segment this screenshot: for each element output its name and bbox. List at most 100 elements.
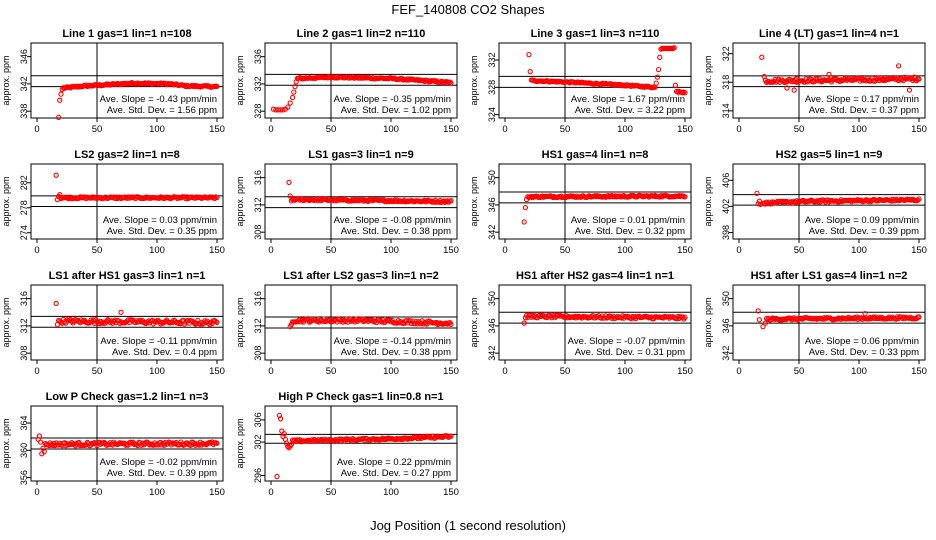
y-tick-label: 346 [487,197,497,212]
data-point [528,193,535,200]
data-point [677,313,683,319]
panel-frame [30,284,224,361]
panel-1: Line 1 gas=1 lin=1 n=108 approx. ppm 0 50 10… [1,28,225,135]
data-point [52,442,58,449]
x-tick-label: 150 [443,124,459,135]
data-point [784,85,790,91]
data-point [55,114,62,120]
data-point [867,314,873,321]
y-tick-label: 274 [19,225,29,240]
data-point [352,319,358,325]
panel-y-label: approx. ppm [235,176,245,226]
slope-annotation: Ave. Slope = -0.11 ppm/min [100,336,217,347]
data-points [274,412,454,480]
panel-title: Line 1 gas=1 lin=1 n=108 [62,28,191,40]
data-point [312,437,319,443]
panel-title: HS1 after HS2 gas=4 lin=1 n=1 [516,270,674,282]
panel-y-label: approx. ppm [469,176,479,226]
data-point [671,45,677,51]
y-tick-label: 342 [487,225,497,240]
data-point [759,54,765,60]
data-point [166,194,172,200]
data-point [125,194,131,200]
data-point [205,320,212,326]
data-point [537,312,543,318]
panel-frame [30,405,224,482]
figure-title: FEF_140808 CO2 Shapes [391,2,545,17]
data-point [408,320,415,327]
data-point [521,219,527,225]
y-tick-label: 312 [19,318,29,333]
y-tick-label: 314 [721,103,731,118]
data-point [573,194,579,200]
x-tick-label: 150 [209,245,225,256]
data-point [826,71,832,78]
data-point [369,75,375,82]
data-point [131,194,137,200]
data-point [287,193,293,199]
x-tick-label: 150 [443,245,459,256]
data-point [46,442,52,449]
slope-annotation: Ave. Slope = 0.06 ppm/min [805,336,919,347]
x-tick-label: 100 [383,487,399,498]
x-tick-label: 100 [149,124,165,135]
data-point [101,195,107,201]
slope-annotation: Ave. Slope = 1.67 ppm/min [571,94,685,105]
stddev-annotation: Ave. Std. Dev. = 1.56 ppm [107,105,217,116]
y-tick-label: 356 [19,470,29,485]
data-point [285,443,291,450]
data-point [885,315,891,321]
x-tick-label: 0 [34,124,39,135]
x-tick-label: 100 [383,245,399,256]
data-point [916,314,922,320]
data-point [448,321,454,328]
x-tick-label: 50 [92,124,103,135]
data-point [274,473,280,480]
x-tick-label: 50 [560,124,571,135]
data-point [756,317,763,323]
data-point [289,94,296,101]
x-tick-label: 0 [502,124,507,135]
stddev-annotation: Ave. Std. Dev. = 0.38 ppm [341,226,451,237]
data-point [83,82,89,88]
stddev-annotation: Ave. Std. Dev. = 0.31 ppm [575,347,685,358]
x-tick-label: 0 [268,487,273,498]
data-points [286,179,454,206]
data-point [682,90,688,96]
data-point [65,442,71,448]
x-tick-label: 100 [851,366,867,377]
data-point [156,195,163,201]
panel-y-label: approx. ppm [703,176,713,226]
x-tick-label: 150 [677,124,693,135]
x-tick-label: 100 [149,245,165,256]
data-point [58,91,64,97]
panel-y-label: approx. ppm [235,297,245,347]
data-point [598,81,604,88]
y-tick-label: 342 [19,76,29,91]
data-point [277,107,284,113]
data-point [645,314,651,320]
panel-y-label: approx. ppm [469,55,479,105]
x-tick-label: 0 [268,366,273,377]
y-tick-label: 318 [721,75,731,90]
data-point [387,198,393,205]
y-tick-label: 364 [19,416,29,431]
data-point [906,87,913,93]
data-point [285,104,291,110]
y-tick-label: 402 [721,199,731,214]
x-tick-label: 50 [794,245,805,256]
y-tick-label: 328 [253,104,263,119]
data-point [118,309,124,315]
stddev-annotation: Ave. Std. Dev. = 0.38 ppm [341,347,451,358]
x-tick-label: 150 [911,245,927,256]
x-tick-label: 150 [209,487,225,498]
x-tick-label: 100 [617,245,633,256]
x-tick-label: 0 [268,245,273,256]
panel-frame [498,42,692,119]
data-point [791,87,797,93]
data-point [348,75,355,81]
data-points [53,300,220,328]
x-tick-label: 50 [326,245,337,256]
panel-title: Line 2 gas=1 lin=2 n=110 [297,28,426,40]
stddev-annotation: Ave. Std. Dev. = 0.27 ppm [341,468,451,479]
